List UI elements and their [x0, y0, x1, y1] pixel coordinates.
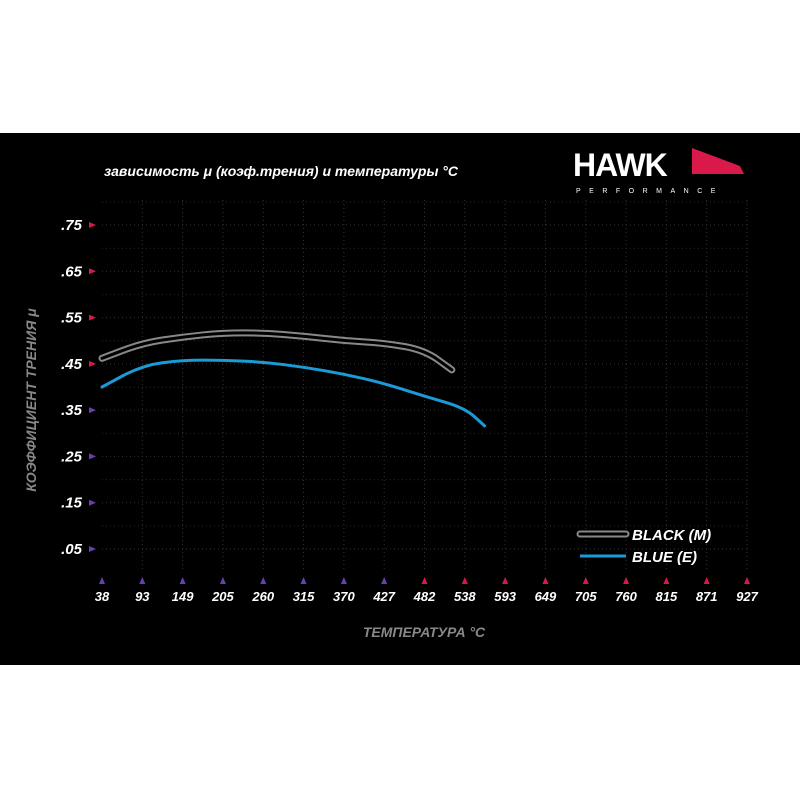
y-tick-label: .05 [61, 541, 83, 558]
y-tick-label: .45 [61, 356, 83, 373]
x-tick-mark [663, 577, 670, 584]
y-tick-label: .65 [61, 263, 83, 280]
x-tick-label: 93 [135, 589, 150, 604]
x-tick-mark [179, 577, 186, 584]
series-line-black-m [100, 331, 454, 372]
x-tick-mark [623, 577, 630, 584]
x-tick-mark [542, 577, 549, 584]
x-tick-mark [744, 577, 750, 584]
chart-title: зависимость μ (коэф.трения) и температур… [104, 163, 459, 179]
y-tick-label: .75 [61, 217, 83, 234]
x-tick-label: 149 [172, 589, 194, 604]
x-tick-label: 315 [293, 589, 315, 604]
x-tick-label: 482 [413, 589, 436, 604]
x-tick-label: 815 [656, 589, 678, 604]
x-tick-label: 38 [95, 589, 110, 604]
legend-label: BLUE (E) [632, 549, 697, 566]
x-tick-mark [381, 577, 388, 584]
x-tick-mark [461, 577, 468, 584]
y-tick-mark [89, 453, 96, 460]
x-tick-mark [421, 577, 428, 584]
y-axis-label: КОЭФФИЦИЕНТ ТРЕНИЯ μ [23, 308, 39, 492]
y-tick-label: .55 [61, 310, 83, 327]
x-tick-label: 927 [736, 589, 758, 604]
x-tick-mark [99, 577, 105, 584]
x-tick-label: 538 [454, 589, 476, 604]
legend-label: BLACK (M) [632, 527, 711, 544]
x-tick-mark [502, 577, 509, 584]
x-tick-mark [219, 577, 226, 584]
y-tick-mark [89, 499, 96, 506]
x-tick-label: 649 [535, 589, 557, 604]
y-tick-mark [89, 546, 96, 552]
y-tick-mark [89, 314, 96, 321]
x-tick-mark [340, 577, 347, 584]
x-tick-mark [139, 577, 146, 584]
x-tick-label: 370 [333, 589, 355, 604]
y-tick-mark [89, 360, 96, 367]
x-tick-mark [582, 577, 589, 584]
hawk-logo: HAWK PERFORMANCE [573, 147, 744, 195]
x-tick-label: 427 [372, 589, 395, 604]
y-tick-label: .25 [61, 448, 83, 465]
series-line-blue-e [100, 358, 487, 428]
x-tick-label: 871 [696, 589, 718, 604]
y-tick-mark [89, 268, 96, 275]
x-tick-label: 260 [251, 589, 274, 604]
logo-sub: PERFORMANCE [576, 188, 724, 195]
chart-panel [0, 133, 800, 665]
y-tick-label: .15 [61, 495, 83, 512]
logo-brand: HAWK [573, 147, 668, 183]
x-tick-mark [703, 577, 710, 584]
y-tick-label: .35 [61, 402, 83, 419]
y-tick-mark [89, 407, 96, 414]
x-tick-mark [260, 577, 267, 584]
x-axis-label: ТЕМПЕРАТУРА °C [363, 624, 486, 640]
logo-wing-icon [692, 148, 744, 174]
x-tick-label: 205 [211, 589, 234, 604]
x-tick-label: 593 [494, 589, 516, 604]
x-tick-mark [300, 577, 307, 584]
y-tick-mark [89, 222, 96, 228]
x-tick-label: 760 [615, 589, 637, 604]
x-tick-label: 705 [575, 589, 597, 604]
